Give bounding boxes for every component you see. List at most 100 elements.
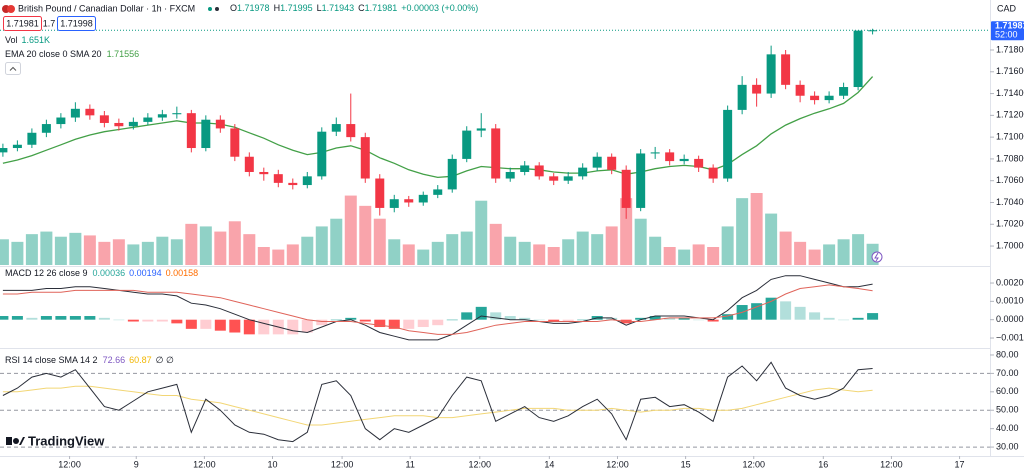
candle-body [186, 113, 196, 149]
signal-line [2, 284, 873, 335]
histogram-bar [403, 319, 415, 329]
alert-bolt [874, 252, 879, 262]
candle-body [607, 156, 617, 170]
y-tick-label: 70.00 [996, 368, 1019, 378]
candle-body [114, 122, 124, 127]
candle-body [201, 119, 211, 149]
volume-bar [504, 236, 517, 265]
candle-body [810, 95, 820, 101]
volume-bar [518, 241, 531, 265]
histogram-bar [823, 317, 835, 320]
candle-body [665, 152, 675, 162]
candle-body [12, 144, 22, 149]
candle-body [56, 117, 66, 125]
candle-body [288, 182, 298, 186]
volume-bar [794, 241, 807, 265]
histogram-bar [649, 316, 661, 320]
histogram-bar [809, 312, 821, 320]
candle-body [592, 156, 602, 168]
volume-bar [373, 218, 386, 265]
candle-body [781, 54, 791, 85]
volume-bar [707, 247, 720, 265]
histogram-bar [707, 319, 719, 322]
candle-body [752, 84, 762, 94]
volume-bar [25, 234, 38, 265]
volume-bar [315, 226, 328, 265]
ema-value: 1.71556 [107, 49, 140, 59]
histogram-bar [40, 316, 52, 320]
sell-button[interactable] [3, 16, 42, 31]
candle-body [694, 158, 704, 168]
volume-bar [620, 198, 633, 265]
change-value: +0.00003 (+0.00%) [401, 3, 478, 13]
status-dot [215, 7, 219, 11]
candle-body [505, 171, 515, 179]
volume-bar [823, 244, 836, 265]
high-value: 1.71995 [280, 3, 313, 13]
histogram-bar [577, 319, 589, 321]
volume-bar [489, 223, 502, 265]
logo-icon [19, 437, 25, 445]
histogram-bar [678, 317, 690, 320]
volume-bar [765, 213, 778, 265]
logo-text[interactable]: TradingView [28, 433, 105, 448]
macd-line [2, 275, 873, 341]
histogram-bar [185, 319, 197, 329]
histogram-bar [548, 319, 560, 322]
volume-bar [54, 236, 67, 265]
histogram-bar [84, 316, 96, 320]
collapse-button[interactable] [5, 62, 21, 75]
histogram-bar [229, 319, 241, 333]
volume-bar [228, 221, 241, 265]
candle-body [27, 132, 37, 145]
buy-price[interactable]: 1.71998 [60, 18, 93, 28]
last-price-box [991, 21, 1024, 41]
volume-bar [417, 249, 430, 265]
volume-bar [678, 249, 691, 265]
low-value: 1.71943 [322, 3, 355, 13]
candle-body [70, 108, 80, 118]
candle-body [737, 84, 747, 110]
y-tick-label: 1.71800 [996, 44, 1024, 54]
volume-bar [808, 249, 821, 265]
histogram-value: 0.00036 [93, 268, 126, 278]
histogram-bar [156, 319, 168, 322]
ema-legend: EMA 20 close 0 SMA 20 1.71556 [5, 49, 139, 59]
volume-bar [199, 226, 212, 265]
candle-body [520, 165, 530, 172]
spread: 1.7 [43, 18, 56, 28]
volume-bar [431, 241, 444, 265]
candle-body [302, 176, 312, 186]
alert-icon[interactable] [871, 251, 883, 263]
volume-bar [40, 231, 53, 265]
volume-bar [272, 249, 285, 265]
candle-body [99, 115, 109, 123]
currency-label[interactable]: CAD [997, 3, 1017, 13]
histogram-bar [780, 301, 792, 320]
x-tick-label: 12:00 [193, 459, 216, 469]
volume-bar [214, 231, 227, 265]
volume-bar [112, 239, 125, 265]
histogram-bar [11, 316, 23, 320]
candle-body [462, 130, 472, 159]
histogram-bar [0, 316, 9, 320]
rsi-extra: ∅ ∅ [156, 355, 174, 365]
volume-bar [0, 239, 9, 265]
volume-bar [388, 239, 401, 265]
sell-price[interactable]: 1.71981 [6, 18, 39, 28]
buy-button[interactable] [57, 16, 96, 31]
macd-name: MACD 12 26 close 9 [5, 268, 88, 278]
candle-body [824, 95, 834, 101]
volume-bar [547, 247, 560, 265]
candle-body [853, 30, 863, 88]
histogram-bar [330, 319, 342, 321]
status-dot [208, 7, 212, 11]
ohlc-values: O1.71978 H1.71995 L1.71943 C1.71981 +0.00003… [230, 3, 478, 13]
volume-bar [460, 231, 473, 265]
y-tick-label: 1.70800 [996, 153, 1024, 163]
histogram-bar [388, 319, 400, 329]
histogram-bar [519, 317, 531, 320]
volume-bar [533, 244, 546, 265]
